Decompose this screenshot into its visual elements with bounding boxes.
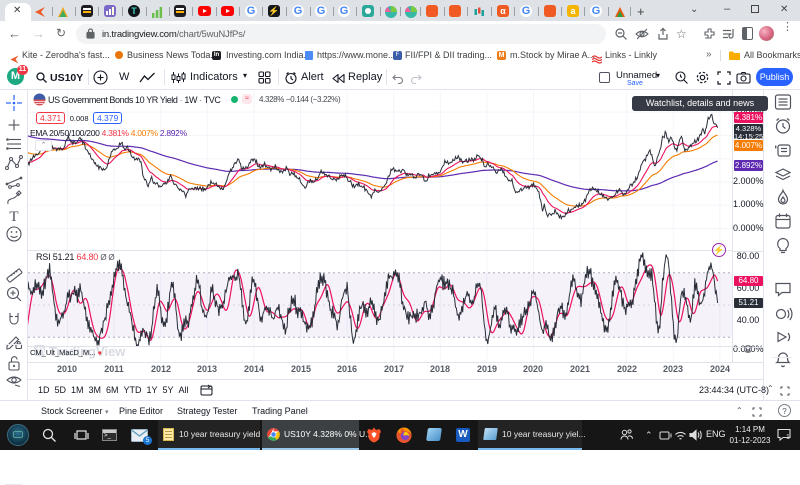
- svg-text:TradingView: TradingView: [49, 344, 126, 359]
- svg-text:TV: TV: [36, 346, 48, 356]
- svg-text:T: T: [9, 209, 18, 225]
